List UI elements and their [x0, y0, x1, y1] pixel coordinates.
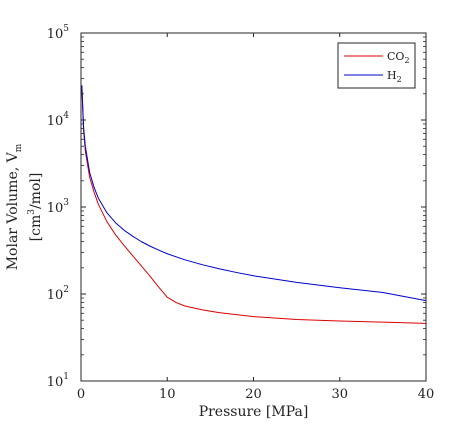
y-axis-unit-pre: [cm	[28, 215, 44, 242]
legend-label-h2: H2	[387, 69, 402, 84]
series-line-h2	[81, 85, 427, 302]
y-tick-label: 104	[47, 111, 70, 129]
y-axis-label-main: Molar Volume, V	[5, 151, 21, 270]
ticks-layer: 0 10 20 30 40 101 102 103 104 105	[47, 24, 435, 402]
y-tick-label: 103	[47, 198, 70, 216]
x-tick-label: 10	[159, 387, 176, 402]
x-tick-label: 0	[77, 387, 85, 402]
y-axis-label-sub: m	[14, 143, 24, 152]
series-line-co2	[81, 86, 427, 324]
legend: CO2 H2	[337, 42, 416, 89]
y-tick-label: 105	[47, 24, 70, 42]
y-axis-unit-post: /mol]	[28, 173, 44, 209]
y-axis-label: Molar Volume, Vm [cm3/mol]	[5, 143, 44, 270]
x-axis-label: Pressure [MPa]	[199, 404, 309, 420]
y-tick-label: 101	[47, 372, 69, 390]
x-tick-label: 20	[245, 387, 262, 402]
svg-text:[cm3/mol]: [cm3/mol]	[27, 173, 44, 242]
legend-box	[337, 42, 416, 89]
series-layer	[81, 85, 427, 324]
legend-label-co2: CO2	[387, 50, 410, 65]
plot-background	[81, 33, 426, 381]
y-axis-unit-sup: 3	[27, 209, 37, 215]
x-tick-label: 30	[331, 387, 348, 402]
y-tick-label: 102	[47, 285, 69, 303]
svg-text:Molar Volume, Vm: Molar Volume, Vm	[5, 143, 24, 270]
x-tick-label: 40	[418, 387, 435, 402]
